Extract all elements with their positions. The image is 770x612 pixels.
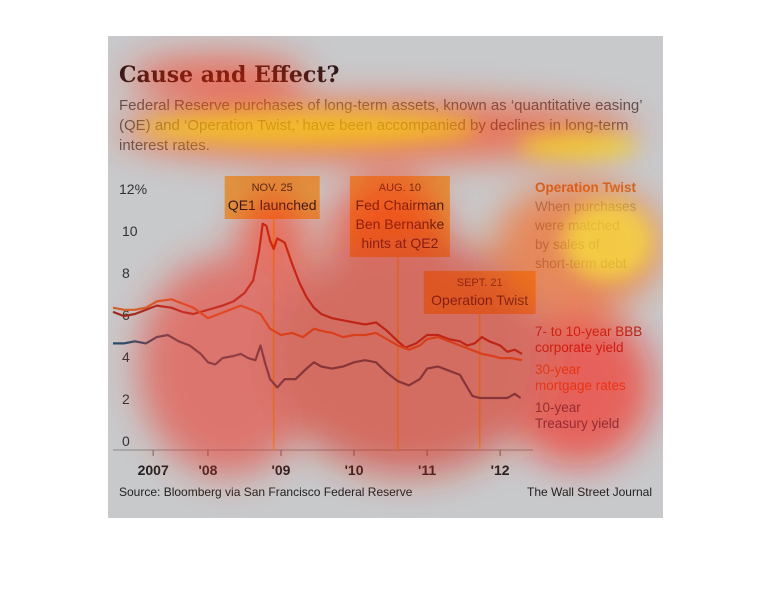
legend-label-mortgage: 30-year xyxy=(535,362,581,377)
event-date: AUG. 10 xyxy=(379,182,421,194)
legend-label-bbb: 7- to 10-year BBB xyxy=(535,324,642,339)
publisher-credit: The Wall Street Journal xyxy=(527,485,652,499)
y-tick-label: 12% xyxy=(119,181,147,197)
legend-label-bbb: corporate yield xyxy=(535,340,624,355)
side-note-title: Operation Twist xyxy=(535,180,637,195)
y-tick-label: 8 xyxy=(122,265,130,281)
chart-panel: 0 2 4 6 8 10 12% 2007'08'09'10'11'12 NOV. 25 QE1 … xyxy=(108,36,663,518)
legend-label-treasury: Treasury yield xyxy=(535,416,619,431)
chart-title: Cause and Effect? xyxy=(119,62,340,88)
x-tick-label: '12 xyxy=(491,462,510,478)
x-tick-label: '10 xyxy=(345,462,364,478)
event-date: SEPT. 21 xyxy=(457,277,503,289)
legend-label-treasury: 10-year xyxy=(535,400,581,415)
x-tick-label: '08 xyxy=(199,462,218,478)
event-date: NOV. 25 xyxy=(252,182,293,194)
y-tick-label: 10 xyxy=(122,223,138,239)
event-label: Ben Bernanke xyxy=(356,216,445,232)
event-label: Fed Chairman xyxy=(356,197,445,213)
y-tick-label: 4 xyxy=(122,349,130,365)
legend-label-mortgage: mortgage rates xyxy=(535,378,626,393)
event-label: Operation Twist xyxy=(431,292,528,308)
y-tick-label: 2 xyxy=(122,391,130,407)
chart-subtitle: Federal Reserve purchases of long-term a… xyxy=(119,97,643,154)
side-note-text: were matched xyxy=(534,218,620,233)
event-label: QE1 launched xyxy=(228,197,317,213)
side-note-text: short-term debt xyxy=(535,256,627,271)
source-note: Source: Bloomberg via San Francisco Fede… xyxy=(119,485,413,499)
x-tick-label: '11 xyxy=(418,462,436,478)
x-tick-label: '09 xyxy=(272,462,291,478)
side-note-text: by sales of xyxy=(535,237,600,252)
event-label: hints at QE2 xyxy=(361,235,438,251)
y-tick-label: 0 xyxy=(122,433,130,449)
side-note-text: When purchases xyxy=(535,199,637,214)
x-tick-label: 2007 xyxy=(138,462,169,478)
